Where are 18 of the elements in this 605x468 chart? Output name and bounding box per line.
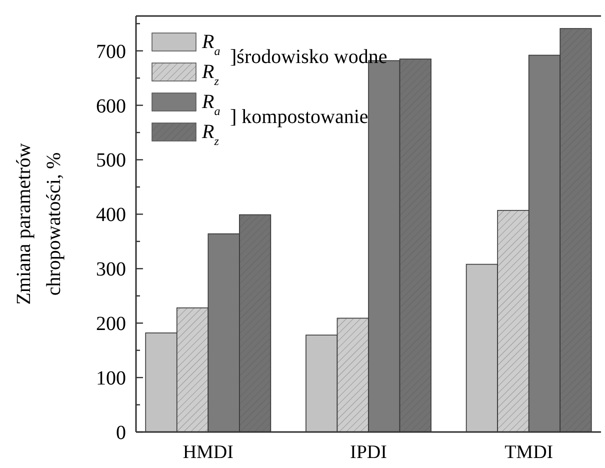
y-tick-label: 500 — [96, 150, 126, 172]
legend-label: R$_{a}$ — [201, 31, 220, 58]
x-tick-label: HMDI — [182, 442, 234, 463]
y-tick-label: 600 — [96, 95, 126, 118]
y-axis-title: Zmiana parametrów chropowatości, % — [13, 142, 65, 305]
y-tick-label: 400 — [96, 204, 126, 226]
x-tick-label: TMDI — [504, 442, 554, 463]
legend-label: R$_{a}$ — [201, 91, 220, 118]
y-tick-label: 700 — [96, 40, 126, 63]
y-tick-label: 100 — [96, 368, 126, 390]
y-tick-label: 0 — [116, 422, 126, 444]
legend-label: R$_{z}$ — [201, 121, 220, 148]
annotation: ]środowisko wodne — [230, 46, 388, 68]
y-tick-label: 300 — [96, 258, 126, 281]
y-tick-label: 200 — [96, 313, 126, 336]
x-tick-label: IPDI — [350, 442, 387, 463]
annotation: ] kompostowanie — [230, 106, 368, 128]
legend-label: R$_{z}$ — [201, 61, 220, 88]
